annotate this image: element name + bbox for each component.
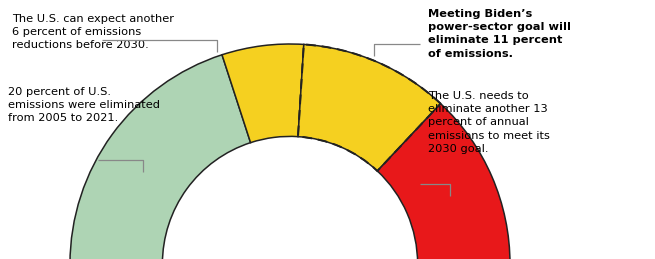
Text: The U.S. needs to
eliminate another 13
percent of annual
emissions to meet its
2: The U.S. needs to eliminate another 13 p… [428,91,550,154]
Wedge shape [298,45,441,171]
Wedge shape [377,104,510,259]
Wedge shape [70,55,251,259]
Text: 20 percent of U.S.
emissions were eliminated
from 2005 to 2021.: 20 percent of U.S. emissions were elimin… [8,87,160,123]
Text: The U.S. can expect another
6 percent of emissions
reductions before 2030.: The U.S. can expect another 6 percent of… [12,14,174,51]
Wedge shape [222,44,304,143]
Text: Meeting Biden’s
power-sector goal will
eliminate 11 percent
of emissions.: Meeting Biden’s power-sector goal will e… [428,9,571,59]
